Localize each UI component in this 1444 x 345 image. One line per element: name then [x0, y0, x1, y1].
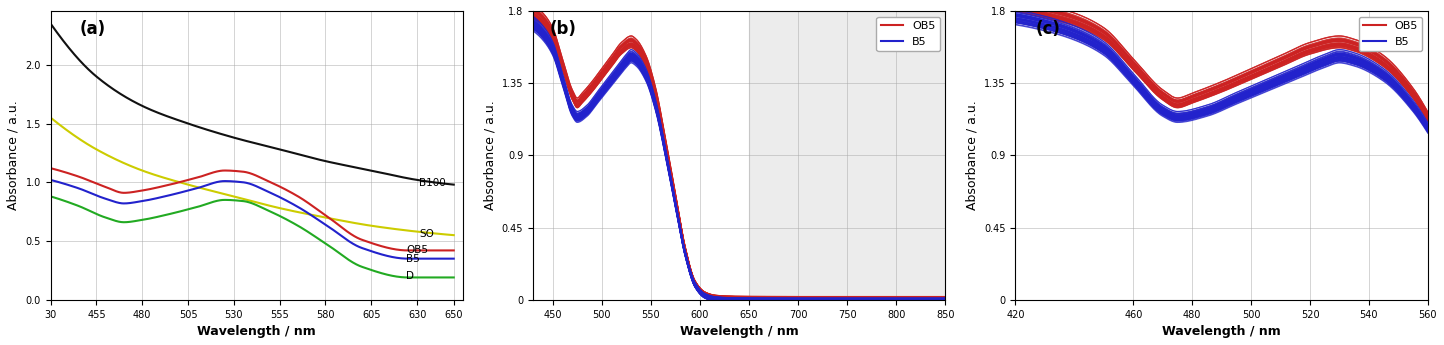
Y-axis label: Absorbance / a.u.: Absorbance / a.u. [7, 100, 20, 210]
X-axis label: Wavelength / nm: Wavelength / nm [680, 325, 799, 338]
Legend: OB5, B5: OB5, B5 [877, 17, 940, 51]
Bar [749, 11, 950, 300]
Text: B5: B5 [406, 254, 420, 264]
Legend: OB5, B5: OB5, B5 [1359, 17, 1422, 51]
Text: B100: B100 [419, 178, 446, 188]
Y-axis label: Absorbance / a.u.: Absorbance / a.u. [966, 100, 979, 210]
X-axis label: Wavelength / nm: Wavelength / nm [198, 325, 316, 338]
Text: (a): (a) [79, 20, 105, 38]
Text: SO: SO [419, 229, 433, 239]
Text: (c): (c) [1037, 20, 1061, 38]
X-axis label: Wavelength / nm: Wavelength / nm [1162, 325, 1281, 338]
Y-axis label: Absorbance / a.u.: Absorbance / a.u. [484, 100, 497, 210]
Text: (b): (b) [550, 20, 576, 38]
Text: D: D [406, 271, 414, 281]
Text: OB5: OB5 [406, 245, 427, 255]
